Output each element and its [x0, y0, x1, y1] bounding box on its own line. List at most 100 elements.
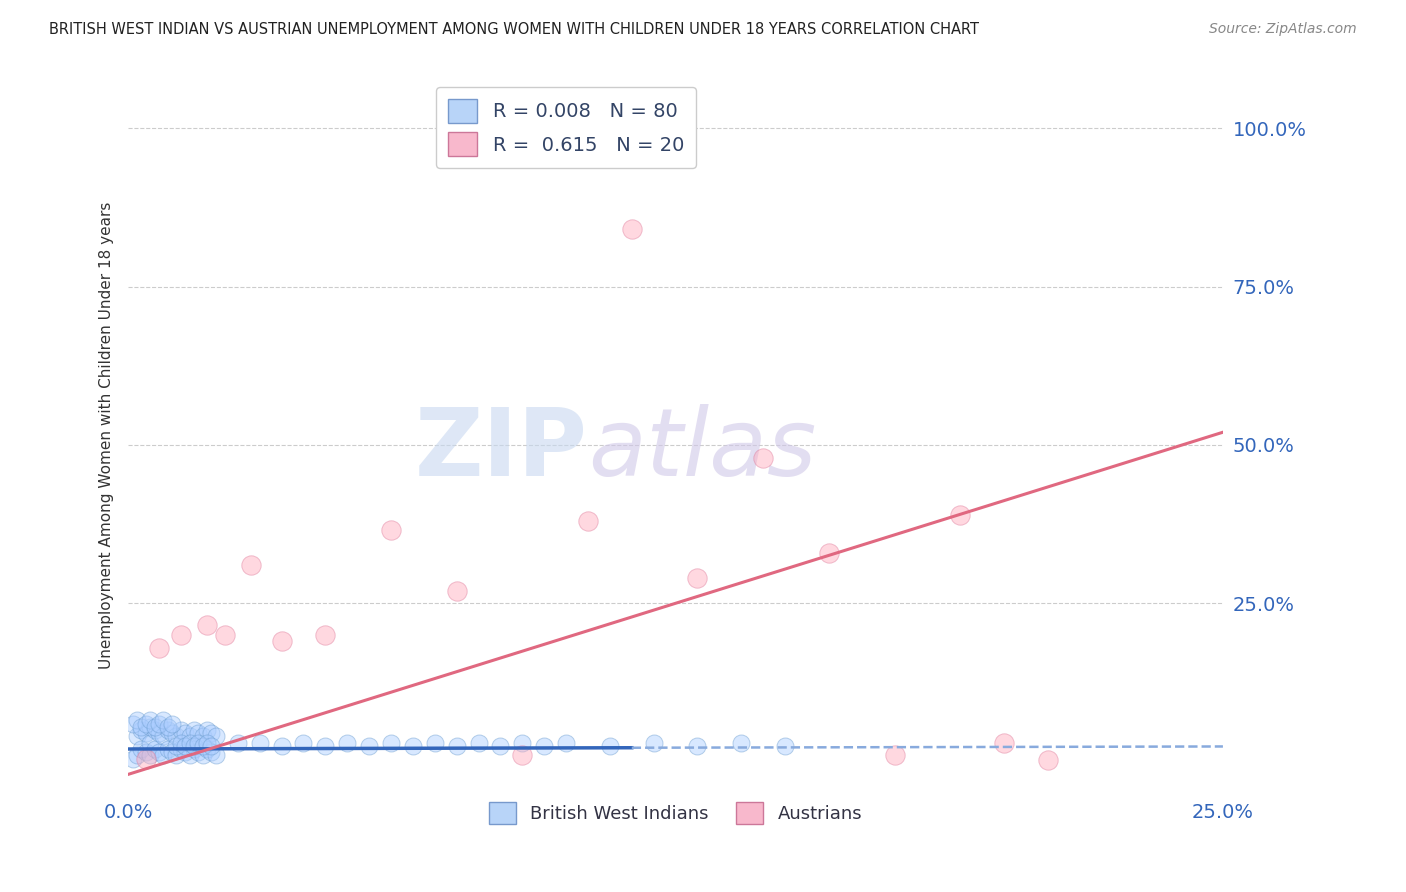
Point	[620, 222, 643, 236]
Point	[160, 716, 183, 731]
Point	[139, 720, 162, 734]
Point	[380, 524, 402, 538]
Point	[183, 723, 205, 737]
Point	[179, 729, 201, 743]
Point	[148, 726, 170, 740]
Point	[179, 748, 201, 763]
Point	[191, 729, 214, 743]
Text: Source: ZipAtlas.com: Source: ZipAtlas.com	[1209, 22, 1357, 37]
Point	[187, 745, 209, 759]
Point	[512, 748, 534, 763]
Point	[200, 726, 222, 740]
Point	[512, 736, 534, 750]
Text: ZIP: ZIP	[415, 404, 588, 496]
Point	[314, 628, 336, 642]
Point	[152, 748, 174, 763]
Point	[467, 736, 489, 750]
Point	[170, 742, 193, 756]
Point	[131, 742, 153, 756]
Point	[195, 723, 218, 737]
Point	[270, 634, 292, 648]
Point	[195, 618, 218, 632]
Point	[174, 745, 197, 759]
Point	[148, 640, 170, 655]
Point	[200, 745, 222, 759]
Point	[555, 736, 578, 750]
Point	[226, 736, 249, 750]
Point	[139, 714, 162, 728]
Point	[170, 736, 193, 750]
Point	[249, 736, 271, 750]
Point	[152, 729, 174, 743]
Point	[205, 729, 228, 743]
Point	[270, 739, 292, 753]
Point	[174, 739, 197, 753]
Point	[131, 723, 153, 737]
Point	[179, 736, 201, 750]
Point	[446, 739, 468, 753]
Point	[686, 739, 709, 753]
Point	[152, 714, 174, 728]
Point	[446, 583, 468, 598]
Point	[125, 729, 148, 743]
Point	[533, 739, 555, 753]
Point	[160, 745, 183, 759]
Point	[135, 726, 157, 740]
Point	[489, 739, 512, 753]
Point	[187, 726, 209, 740]
Point	[183, 739, 205, 753]
Point	[135, 751, 157, 765]
Point	[643, 736, 665, 750]
Text: atlas: atlas	[588, 404, 817, 495]
Point	[336, 736, 359, 750]
Point	[214, 628, 236, 642]
Point	[165, 729, 187, 743]
Point	[121, 716, 143, 731]
Text: BRITISH WEST INDIAN VS AUSTRIAN UNEMPLOYMENT AMONG WOMEN WITH CHILDREN UNDER 18 : BRITISH WEST INDIAN VS AUSTRIAN UNEMPLOY…	[49, 22, 979, 37]
Point	[195, 736, 218, 750]
Point	[883, 748, 905, 763]
Point	[160, 726, 183, 740]
Point	[156, 723, 179, 737]
Point	[170, 723, 193, 737]
Point	[170, 628, 193, 642]
Point	[125, 748, 148, 763]
Point	[380, 736, 402, 750]
Point	[143, 742, 166, 756]
Point	[239, 558, 262, 573]
Point	[135, 745, 157, 759]
Point	[773, 739, 796, 753]
Point	[205, 748, 228, 763]
Point	[156, 720, 179, 734]
Point	[752, 450, 775, 465]
Point	[148, 716, 170, 731]
Point	[148, 745, 170, 759]
Point	[817, 546, 839, 560]
Point	[174, 726, 197, 740]
Point	[292, 736, 315, 750]
Point	[423, 736, 446, 750]
Point	[143, 720, 166, 734]
Point	[125, 714, 148, 728]
Point	[156, 742, 179, 756]
Point	[139, 736, 162, 750]
Point	[131, 720, 153, 734]
Point	[165, 739, 187, 753]
Point	[359, 739, 381, 753]
Point	[576, 514, 599, 528]
Point	[314, 739, 336, 753]
Point	[135, 716, 157, 731]
Y-axis label: Unemployment Among Women with Children Under 18 years: Unemployment Among Women with Children U…	[100, 202, 114, 669]
Point	[191, 739, 214, 753]
Point	[730, 736, 752, 750]
Point	[195, 742, 218, 756]
Point	[200, 739, 222, 753]
Point	[1036, 753, 1059, 767]
Point	[191, 748, 214, 763]
Point	[121, 751, 143, 765]
Point	[993, 736, 1015, 750]
Point	[183, 742, 205, 756]
Point	[686, 571, 709, 585]
Point	[139, 748, 162, 763]
Point	[187, 736, 209, 750]
